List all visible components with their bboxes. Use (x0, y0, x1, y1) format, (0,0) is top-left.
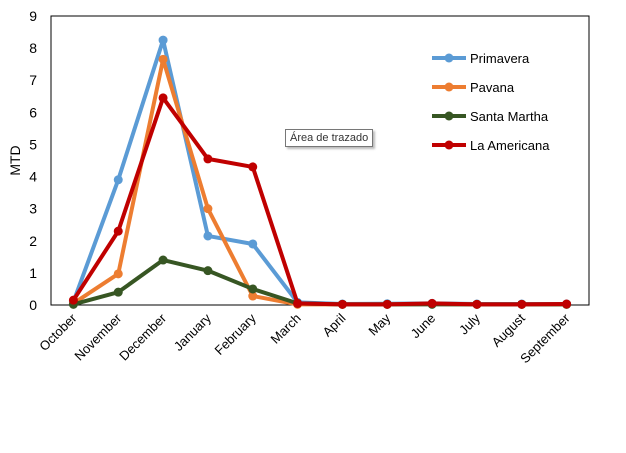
data-point (68, 295, 78, 305)
data-point (203, 154, 213, 164)
legend-marker (444, 111, 454, 121)
data-point (382, 299, 392, 309)
x-tick-label: August (489, 310, 528, 349)
y-tick-label: 6 (29, 104, 37, 120)
data-point (562, 299, 572, 309)
legend-label: Pavana (470, 80, 515, 95)
data-point (248, 291, 258, 301)
data-point (158, 54, 168, 64)
data-point (158, 93, 168, 103)
series-line-santa-martha (72, 258, 567, 307)
y-tick-label: 1 (29, 265, 37, 281)
data-point (113, 226, 123, 236)
data-point (472, 299, 482, 309)
x-tick-label: September (517, 310, 573, 366)
x-tick-label: November (71, 310, 124, 363)
data-point (337, 299, 347, 309)
legend-label: La Americana (470, 138, 550, 153)
y-axis-label: MTD (7, 145, 23, 175)
data-point (293, 298, 303, 308)
y-tick-label: 7 (29, 72, 37, 88)
legend-label: Santa Martha (470, 109, 549, 124)
data-point (517, 299, 527, 309)
data-point (248, 284, 258, 294)
x-tick-label: April (320, 310, 349, 339)
y-tick-label: 8 (29, 40, 37, 56)
data-point (248, 239, 258, 249)
y-tick-label: 2 (29, 233, 37, 249)
legend-marker (444, 53, 454, 63)
legend-marker (444, 82, 454, 92)
data-point (113, 175, 123, 185)
x-tick-label: January (171, 310, 215, 354)
y-tick-label: 3 (29, 201, 37, 217)
legend-marker (444, 140, 454, 150)
series-line-la-americana (71, 95, 567, 307)
y-tick-label: 0 (29, 297, 37, 313)
x-tick-label: May (365, 310, 393, 338)
data-point (427, 298, 437, 308)
data-point (113, 269, 123, 279)
data-point (203, 204, 213, 214)
data-point (203, 231, 213, 241)
x-tick-label: June (408, 311, 439, 342)
y-tick-label: 4 (29, 169, 37, 185)
y-tick-label: 5 (29, 136, 37, 152)
legend-label: Primavera (470, 51, 530, 66)
x-tick-label: October (36, 310, 80, 354)
data-point (113, 287, 123, 297)
series-line-pavana (72, 57, 567, 307)
x-tick-label: February (211, 310, 259, 358)
data-point (203, 266, 213, 276)
data-point (158, 255, 168, 265)
y-tick-label: 9 (29, 8, 37, 24)
data-point (248, 162, 258, 172)
x-tick-label: March (268, 311, 304, 347)
x-tick-label: July (456, 310, 483, 337)
data-point (158, 35, 168, 45)
x-tick-label: December (116, 310, 169, 363)
plot-area-tooltip: Área de trazado (285, 129, 374, 147)
